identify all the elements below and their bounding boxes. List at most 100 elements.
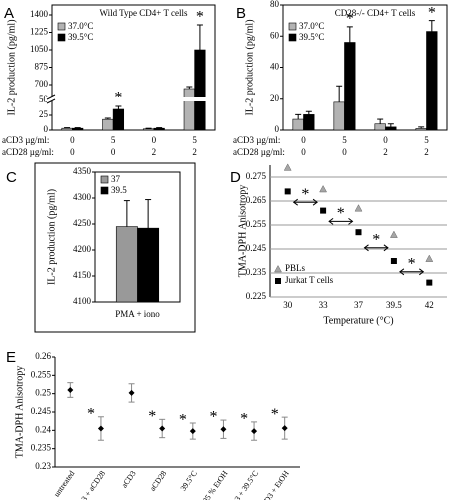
y-tick-label: 0.25 (35, 388, 51, 398)
y-tick-label: 875 (35, 62, 49, 72)
bar (385, 126, 397, 131)
point (281, 425, 288, 432)
axis-break-mark (46, 98, 56, 104)
y-tick-label: 0.24 (35, 424, 51, 434)
point (67, 387, 74, 393)
category-row-name: aCD28 µg/ml: (2, 147, 54, 157)
bar (303, 114, 315, 131)
bar (115, 226, 138, 303)
bar (344, 42, 356, 131)
legend-label: PBLs (285, 263, 306, 273)
legend-label: Jurkat T cells (285, 275, 334, 285)
y-tick-label: 25 (39, 109, 49, 119)
y-tick-label: 0.26 (35, 351, 51, 361)
y-axis-label: TMA-DPH Anisotropy (14, 366, 25, 459)
x-axis-label: Temperature (°C) (323, 315, 393, 326)
axis-break (46, 97, 214, 101)
legend-swatch (57, 22, 66, 31)
y-axis-label: IL-2 production (pg/ml) (46, 189, 57, 285)
x-tick-label: untreated (52, 469, 76, 499)
legend-swatch (100, 175, 109, 184)
category-value: 2 (424, 147, 429, 157)
y-tick-label: 1225 (30, 27, 49, 37)
category-value: 5 (342, 135, 347, 145)
significance-marker: * (87, 405, 95, 422)
category-value: 0 (301, 147, 306, 157)
y-tick-label: 50 (39, 94, 49, 104)
category-value: 5 (424, 135, 429, 145)
point (159, 425, 166, 432)
y-axis-label: IL-2 production (pg/ml) (244, 19, 255, 115)
arrow-head (363, 244, 369, 252)
bar (102, 118, 114, 131)
point (189, 428, 196, 435)
legend-swatch (57, 33, 66, 42)
arrow-head (328, 217, 334, 225)
y-tick-label: 0.245 (31, 406, 52, 416)
category-row-name: aCD3 µg/ml: (233, 135, 280, 145)
category-value: 0 (111, 147, 116, 157)
y-tick-label: 0.275 (246, 171, 267, 181)
legend-swatch (288, 22, 297, 31)
bar (183, 88, 195, 131)
point (389, 230, 398, 238)
x-tick-label: 42 (425, 300, 434, 310)
x-tick-label: 30 (283, 300, 293, 310)
significance-marker: * (428, 4, 436, 21)
bar (415, 128, 427, 131)
bar (142, 128, 155, 131)
point (425, 254, 434, 262)
bar (333, 101, 345, 131)
significance-marker: * (346, 11, 354, 28)
y-tick-label: 4100 (73, 296, 92, 306)
category-value: 0 (342, 147, 347, 157)
y-tick-label: 4300 (73, 192, 92, 202)
category-value: 0 (70, 135, 75, 145)
point (128, 389, 135, 396)
significance-marker: * (179, 412, 187, 429)
x-tick-label: 33 (319, 300, 329, 310)
legend-label: 39.5 (111, 185, 127, 195)
point (220, 426, 227, 433)
significance-marker: * (209, 409, 217, 426)
bar (72, 127, 84, 131)
point (390, 258, 397, 264)
category-value: 0 (70, 147, 75, 157)
category-row-name: aCD28 µg/ml: (233, 147, 285, 157)
bar (61, 127, 73, 131)
legend-swatch (100, 186, 109, 195)
x-tick-label: 37 (354, 300, 364, 310)
bar (426, 31, 438, 131)
significance-marker: * (196, 9, 204, 26)
category-value: 0 (383, 135, 388, 145)
y-tick-label: 0.245 (246, 243, 267, 253)
panel-label: D (230, 169, 241, 186)
point (354, 204, 363, 212)
y-tick-label: 80 (270, 0, 280, 9)
category-value: 2 (383, 147, 388, 157)
category-value: 5 (111, 135, 116, 145)
y-tick-label: 0.255 (31, 369, 52, 379)
bar (374, 123, 386, 131)
y-tick-label: 60 (270, 30, 280, 40)
x-tick-label: aCD28 (148, 469, 168, 493)
point (319, 184, 328, 193)
y-tick-label: 4350 (73, 166, 92, 176)
point (426, 279, 433, 286)
category-value: 0 (152, 135, 157, 145)
y-tick-label: 0.255 (246, 219, 267, 229)
legend-label: 37.0°C (68, 21, 93, 31)
y-tick-label: 1400 (30, 9, 49, 19)
legend-label: 37.0°C (299, 21, 324, 31)
significance-marker: * (240, 411, 248, 428)
y-tick-label: 0.235 (246, 267, 267, 277)
y-tick-label: 0.235 (31, 443, 52, 453)
x-tick-label: aCD3 + EtOH (257, 469, 291, 500)
legend-swatch (288, 33, 297, 42)
panel-c-frame (34, 162, 196, 333)
arrow-head (383, 244, 389, 252)
arrow-head (418, 268, 425, 276)
legend-label: 39.5°C (299, 32, 324, 42)
y-tick-label: 1050 (30, 44, 49, 54)
